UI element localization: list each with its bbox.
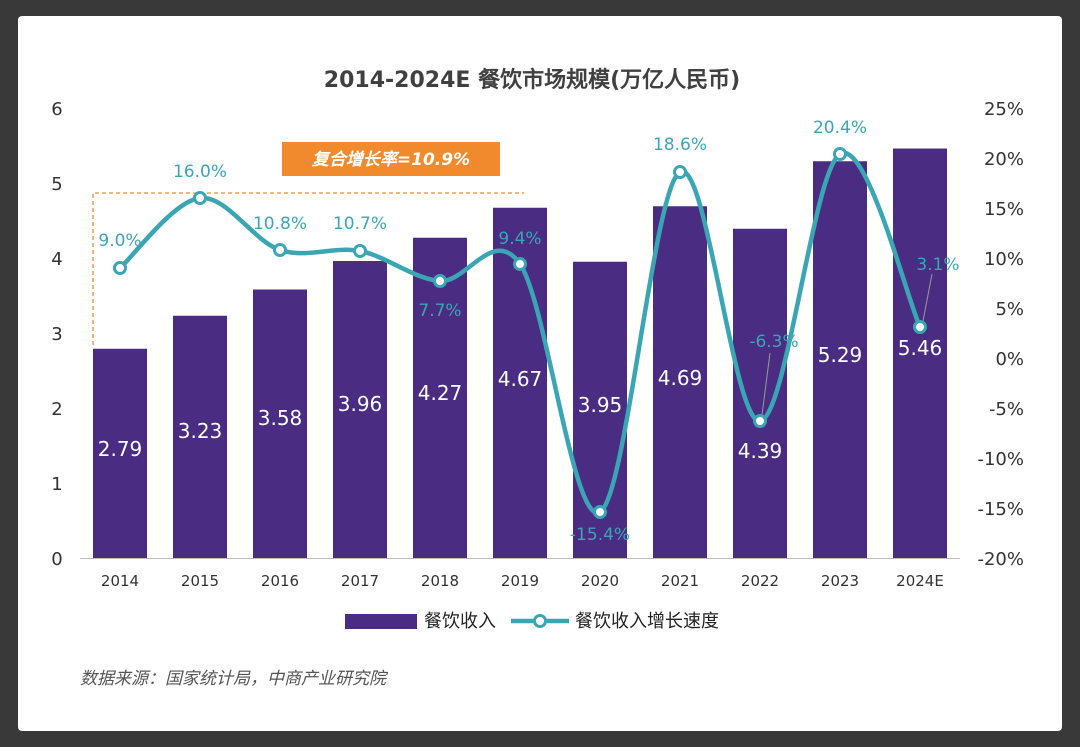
chart-title: 2014-2024E 餐饮市场规模(万亿人民币) (324, 67, 740, 93)
x-tick-label: 2022 (741, 572, 779, 590)
growth-value-label: 3.1% (916, 255, 959, 275)
bar-series: 2.79 3.23 3.58 3.96 4.27 4.67 3.95 4.69 4.39 5.29… (93, 148, 947, 558)
bar (253, 289, 307, 558)
bar (93, 348, 147, 558)
left-tick-label: 0 (51, 549, 62, 570)
bar (413, 237, 467, 558)
growth-value-label: 20.4% (813, 118, 867, 138)
line-point (833, 147, 847, 161)
right-tick-label: 0% (995, 349, 1024, 370)
line-point (193, 191, 207, 205)
line-point (913, 320, 927, 334)
right-tick-label: 20% (984, 149, 1024, 170)
growth-value-label: -15.4% (570, 525, 630, 545)
growth-value-label: 10.8% (253, 214, 307, 234)
source-note: 数据来源：国家统计局，中商产业研究院 (80, 669, 386, 689)
legend-swatch-bars (345, 614, 417, 629)
bar-value-label: 5.46 (898, 336, 943, 360)
legend: 餐饮收入 餐饮收入增长速度 (345, 611, 719, 632)
line-point (433, 274, 447, 288)
line-point (593, 505, 607, 519)
left-tick-label: 2 (51, 399, 62, 420)
line-series: 9.0% 16.0% 10.8% 10.7% 7.7% 9.4% -15.4% 18.6% -6… (98, 118, 959, 545)
right-tick-label: -5% (989, 399, 1024, 420)
x-tick-label: 2019 (501, 572, 539, 590)
x-tick-label: 2023 (821, 572, 859, 590)
legend-label-bars: 餐饮收入 (424, 611, 496, 632)
legend-swatch-marker (533, 614, 547, 628)
x-tick-label: 2017 (341, 572, 379, 590)
cagr-text: 复合增长率=10.9% (312, 150, 470, 170)
right-tick-label: 25% (984, 99, 1024, 120)
growth-value-label: 9.0% (98, 231, 141, 251)
left-tick-label: 3 (51, 324, 62, 345)
left-axis: 0 1 2 3 4 5 6 (51, 99, 62, 570)
left-tick-label: 5 (51, 174, 62, 195)
bar-value-label: 5.29 (818, 343, 863, 367)
bar-value-label: 3.95 (578, 393, 623, 417)
x-tick-label: 2016 (261, 572, 299, 590)
growth-value-label: 7.7% (418, 301, 461, 321)
right-tick-label: 15% (984, 199, 1024, 220)
cagr-bracket (92, 192, 524, 345)
growth-value-label: 16.0% (173, 162, 227, 182)
bar (173, 315, 227, 558)
cagr-annotation: 复合增长率=10.9% (92, 142, 524, 345)
bar-value-label: 4.69 (658, 366, 703, 390)
line-point (113, 261, 127, 275)
x-axis: 2014 2015 2016 2017 2018 2019 2020 2021 2022 2023… (80, 558, 960, 590)
leader-line (761, 352, 771, 416)
line-point (513, 257, 527, 271)
bar (333, 261, 387, 558)
left-tick-label: 1 (51, 474, 62, 495)
right-tick-label: -10% (977, 449, 1024, 470)
bar-value-label: 2.79 (98, 437, 143, 461)
bar-value-label: 3.58 (258, 406, 303, 430)
growth-value-label: 10.7% (333, 214, 387, 234)
bar-value-label: 3.23 (178, 419, 223, 443)
bar (813, 161, 867, 558)
line-point (753, 414, 767, 428)
right-tick-label: -15% (977, 499, 1024, 520)
line-point (673, 165, 687, 179)
bar (653, 206, 707, 558)
bar-value-label: 4.27 (418, 381, 463, 405)
bar-value-label: 4.67 (498, 367, 543, 391)
legend-label-line: 餐饮收入增长速度 (575, 611, 719, 632)
leader-line (922, 273, 933, 322)
growth-value-label: 9.4% (498, 229, 541, 249)
x-tick-label: 2024E (896, 572, 944, 590)
growth-value-label: 18.6% (653, 135, 707, 155)
line-point (273, 243, 287, 257)
bar (893, 148, 947, 558)
x-tick-label: 2018 (421, 572, 459, 590)
bar-value-label: 4.39 (738, 439, 783, 463)
right-tick-label: 5% (995, 299, 1024, 320)
x-tick-label: 2021 (661, 572, 699, 590)
cagr-badge (282, 142, 500, 176)
x-tick-label: 2020 (581, 572, 619, 590)
x-tick-label: 2014 (101, 572, 139, 590)
bar (733, 228, 787, 558)
right-tick-label: -20% (977, 549, 1024, 570)
bar-value-label: 3.96 (338, 392, 383, 416)
growth-value-label: -6.3% (749, 332, 798, 352)
left-tick-label: 4 (51, 249, 62, 270)
right-tick-label: 10% (984, 249, 1024, 270)
right-axis: -20% -15% -10% -5% 0% 5% 10% 15% 20% 25% (977, 99, 1024, 570)
x-tick-label: 2015 (181, 572, 219, 590)
left-tick-label: 6 (51, 99, 62, 120)
line-point (353, 244, 367, 258)
